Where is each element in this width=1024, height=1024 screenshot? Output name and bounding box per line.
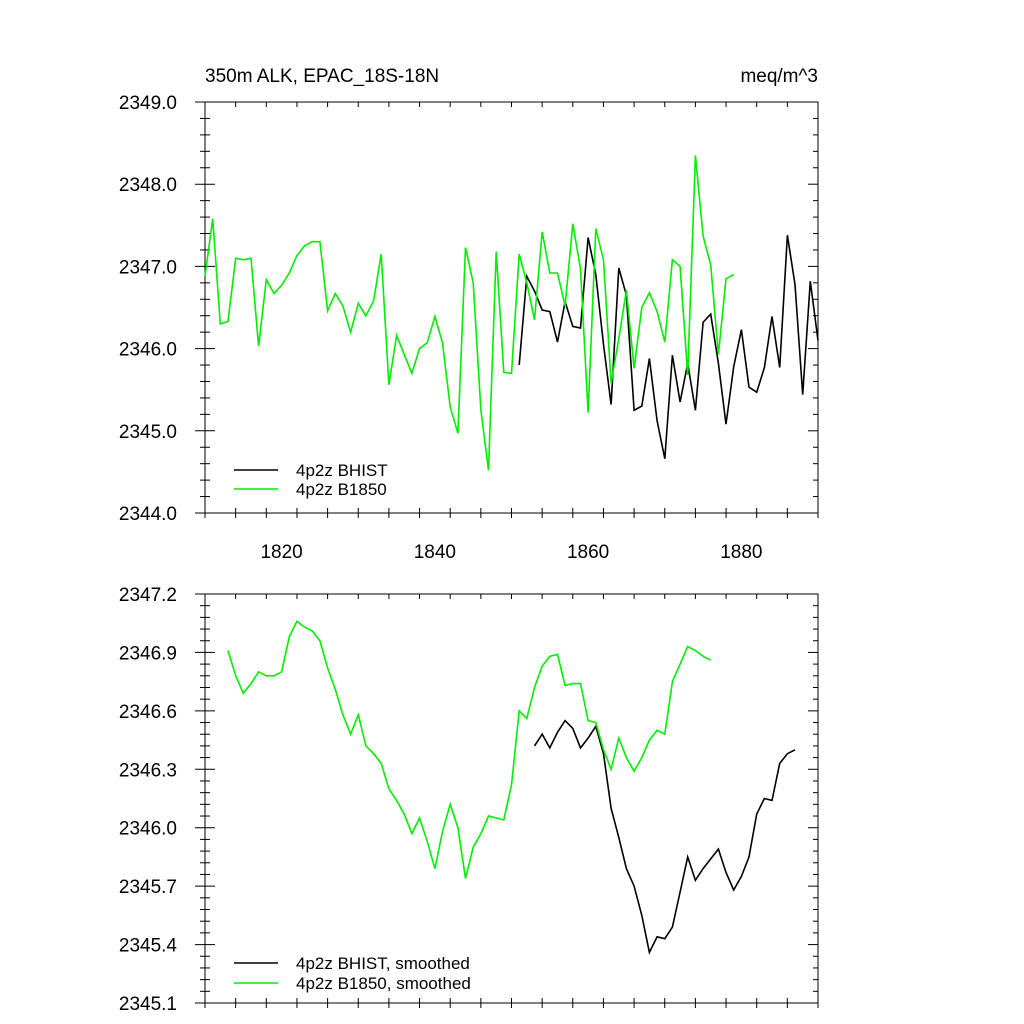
y-tick-label: 2347.2 xyxy=(119,585,177,606)
y-tick-label: 2348.0 xyxy=(119,175,177,196)
series-line-1 xyxy=(204,155,735,471)
y-tick-label: 2346.9 xyxy=(119,643,177,664)
bottom-panel: 2345.1 2345.4 2345.7 2346.0 2346.3 2346.6 2346… xyxy=(119,585,819,1015)
y-tick-label: 2346.0 xyxy=(119,819,177,840)
y-tick-label: 2345.1 xyxy=(119,994,177,1015)
y-tick-label: 2345.7 xyxy=(119,877,177,898)
x-tick-label: 1880 xyxy=(720,542,762,563)
y-tick-label: 2346.3 xyxy=(119,760,177,781)
x-tick-label: 1840 xyxy=(414,542,456,563)
x-tick-label: 1860 xyxy=(567,542,609,563)
y-tick-label: 2345.0 xyxy=(119,422,177,443)
y-tick-label: 2349.0 xyxy=(119,93,177,114)
y-tick-label: 2345.4 xyxy=(119,936,178,957)
top-title-left: 350m ALK, EPAC_18S-18N xyxy=(205,66,439,87)
legend-label: 4p2z BHIST, smoothed xyxy=(296,954,470,973)
plot-frame xyxy=(204,101,819,514)
series-line-0 xyxy=(533,719,796,955)
series-line-1 xyxy=(227,620,712,879)
y-tick-label: 2346.0 xyxy=(119,340,177,361)
legend-label: 4p2z B1850, smoothed xyxy=(296,974,471,993)
x-tick-label: 1820 xyxy=(260,542,302,563)
series-line-0 xyxy=(518,235,819,459)
y-tick-label: 2346.6 xyxy=(119,702,177,723)
top-panel: 350m ALK, EPAC_18S-18N meq/m^3 1820 1840 1… xyxy=(119,66,819,563)
top-title-right: meq/m^3 xyxy=(740,66,818,87)
legend-label: 4p2z BHIST xyxy=(296,461,388,480)
plot-frame xyxy=(204,593,819,1004)
y-tick-label: 2347.0 xyxy=(119,257,177,278)
y-tick-label: 2344.0 xyxy=(119,504,177,525)
legend-label: 4p2z B1850 xyxy=(296,480,387,499)
